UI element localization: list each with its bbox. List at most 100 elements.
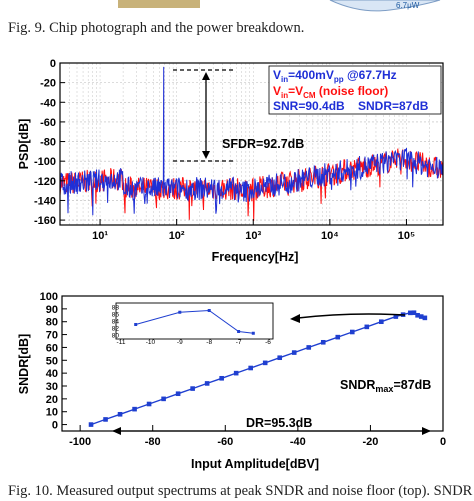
sndr-xtick-label: 0 [440, 436, 446, 448]
sndr-max-label: SNDRmax=87dB [340, 378, 431, 394]
inset-xtick-label: -9 [177, 339, 183, 346]
sndr-point [411, 310, 417, 316]
sndr-xtick-label: -100 [69, 436, 91, 448]
psd-x-ticks: 10¹ 10² 10³ 10⁴ 10⁵ [92, 219, 415, 242]
psd-ytick-label: -160 [34, 215, 56, 227]
sndr-point [393, 314, 399, 319]
psd-ytick-label: -80 [40, 137, 56, 149]
inset-xtick-label: -11 [117, 339, 126, 346]
sndr-point [277, 355, 283, 361]
sndr-ytick-label: 10 [46, 407, 58, 419]
sndr-x-axis-label: Input Amplitude[dBV] [191, 457, 319, 471]
sndr-point [88, 422, 94, 427]
sndr-xtick-label: -40 [290, 436, 306, 448]
inset-point [237, 330, 241, 333]
sndr-point [103, 417, 108, 422]
sndr-ytick-label: 60 [46, 342, 58, 354]
sndr-point [335, 334, 341, 340]
sndr-point [349, 329, 355, 335]
psd-ytick-label: -60 [40, 117, 56, 129]
sndr-point [190, 386, 195, 391]
sfdr-label: SFDR=92.7dB [222, 137, 304, 151]
psd-signal-line [59, 66, 444, 216]
inset-point [134, 323, 138, 326]
psd-xtick-label: 10⁴ [321, 230, 339, 242]
psd-ytick-label: -100 [34, 156, 56, 168]
psd-frame [59, 62, 444, 226]
psd-xtick-label: 10⁵ [398, 230, 415, 242]
sndr-point [379, 319, 384, 325]
sndr-xtick-label: -80 [145, 436, 161, 448]
sndr-inset-frame [115, 302, 274, 340]
sndr-point [418, 314, 424, 319]
fig10-caption: Fig. 10. Measured output spectrums at pe… [8, 483, 473, 499]
psd-xtick-label: 10¹ [92, 230, 108, 242]
inset-point [251, 331, 255, 335]
legend-snr: SNR=90.4dB [273, 99, 345, 113]
sndr-xtick-label: -20 [362, 436, 378, 448]
sndr-ytick-label: 40 [46, 368, 58, 380]
sndr-ytick-label: 50 [46, 355, 58, 367]
sndr-point [146, 401, 152, 407]
psd-legend [268, 65, 442, 115]
power-label: 6.7μW [396, 1, 420, 10]
sndr-ytick-label: 100 [40, 291, 58, 303]
sndr-point [422, 315, 428, 321]
inset-ytick-label: 82 [112, 326, 120, 333]
sndr-point [415, 312, 420, 318]
sndr-point [291, 350, 297, 355]
sndr-point [132, 406, 137, 412]
sndr-x-ticks: -100 -80 -60 -40 -20 0 [69, 425, 446, 448]
sndr-point [248, 365, 253, 371]
sndr-point [233, 370, 239, 376]
psd-y-ticks: 0 -20 -40 -60 -80 -100 -120 -140 -160 [34, 58, 65, 227]
chip-photo-strip: 6.7μW [118, 0, 441, 12]
power-breakdown-fragment [329, 0, 441, 12]
chip-photo-fragment [118, 0, 200, 8]
inset-ytick-label: 80 [112, 333, 120, 340]
inset-pointer-arrow [297, 313, 406, 319]
psd-signal-series [59, 66, 444, 216]
sndr-xtick-label: -60 [217, 436, 233, 448]
fig9-caption: Fig. 9. Chip photograph and the power br… [8, 20, 305, 36]
sndr-ytick-label: 80 [46, 317, 58, 329]
inset-pointer-head [290, 314, 300, 323]
sndr-point [204, 381, 210, 386]
legend-signal: Vin=400mVpp @67.7Hz [273, 68, 397, 84]
inset-xtick-label: -7 [236, 339, 242, 346]
psd-ytick-label: -40 [40, 97, 56, 109]
legend-sndr: SNDR=87dB [358, 99, 429, 113]
inset-ytick-label: 86 [112, 312, 120, 319]
psd-grid [59, 62, 444, 225]
inset-point [178, 310, 182, 314]
inset-point [207, 309, 211, 312]
psd-ytick-label: -20 [40, 78, 56, 90]
sndr-point [364, 324, 370, 330]
psd-xtick-label: 10² [169, 230, 185, 242]
legend-noise: Vin=VCM (noise floor) [273, 84, 388, 100]
sndr-point [117, 411, 123, 417]
psd-x-axis-label: Frequency[Hz] [212, 250, 299, 264]
sndr-ytick-label: 70 [46, 330, 58, 342]
inset-xtick-label: -8 [206, 339, 212, 346]
sndr-ytick-label: 0 [52, 420, 58, 432]
psd-xtick-label: 10³ [245, 230, 261, 242]
psd-ytick-label: 0 [50, 58, 56, 70]
psd-ytick-label: -120 [34, 176, 56, 188]
inset-xtick-label: -6 [265, 339, 271, 346]
sndr-ytick-label: 20 [46, 394, 58, 406]
sndr-ytick-label: 90 [46, 304, 58, 316]
sndr-point [219, 375, 224, 381]
inset-ytick-label: 84 [112, 319, 120, 326]
psd-y-axis-label: PSD[dB] [17, 119, 31, 170]
dr-label: DR=95.3dB [246, 416, 312, 430]
inset-ytick-label: 88 [112, 305, 120, 312]
sndr-point [262, 360, 268, 366]
sndr-point [175, 391, 181, 397]
inset-xtick-label: -10 [146, 339, 156, 346]
sndr-point [320, 339, 326, 345]
sndr-point [161, 396, 166, 402]
